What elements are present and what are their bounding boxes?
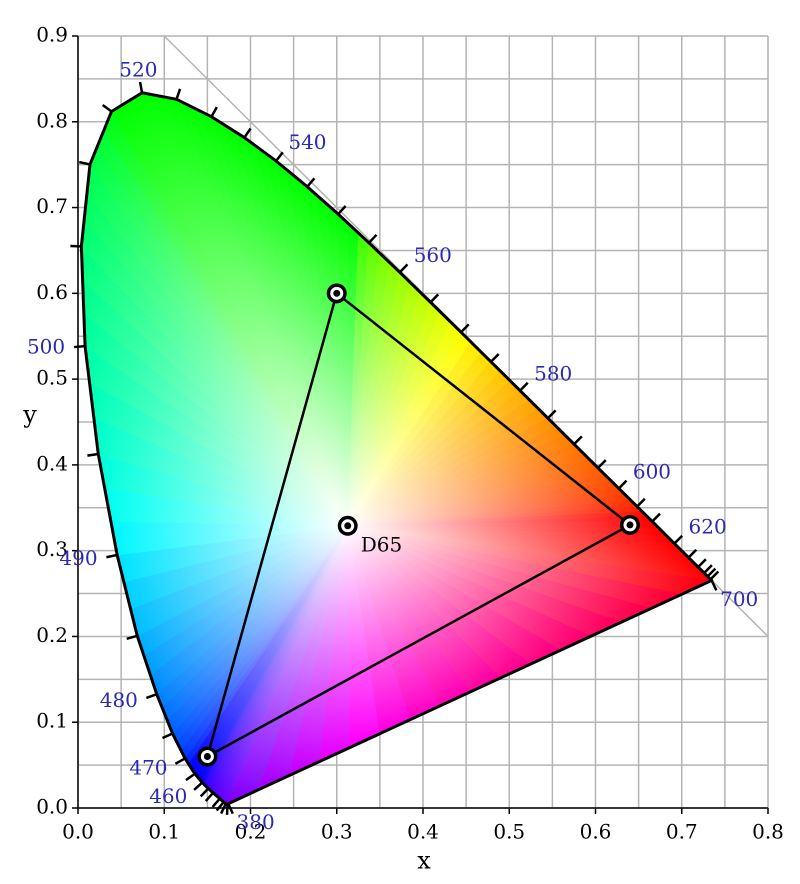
wavelength-tick	[429, 293, 440, 304]
marker-dot	[203, 753, 211, 761]
wavelength-tick	[204, 791, 215, 802]
wavelength-label: 620	[689, 514, 727, 538]
x-tick-label: 0.2	[235, 820, 267, 844]
wavelength-tick	[211, 797, 221, 808]
wavelength-label: 460	[149, 784, 187, 808]
y-tick-label: 0.4	[36, 451, 68, 475]
wavelength-tick	[547, 409, 557, 420]
wavelength-label: 500	[27, 334, 65, 358]
wavelength-tick	[651, 512, 661, 523]
wavelength-tick	[193, 781, 204, 791]
wavelength-label: 700	[720, 587, 758, 611]
wavelength-tick	[215, 801, 225, 812]
wavelength-tick	[519, 381, 529, 392]
wavelength-tick	[636, 497, 646, 508]
y-tick-label: 0.9	[36, 23, 68, 47]
wavelength-label: 480	[100, 688, 138, 712]
wavelength-tick	[174, 757, 186, 765]
wavelength-tick	[199, 787, 210, 798]
y-tick-label: 0.7	[36, 194, 68, 218]
wavelength-tick	[138, 81, 144, 94]
y-tick-label: 0.8	[36, 108, 68, 132]
wavelength-tick	[219, 803, 227, 815]
white-point-label: D65	[361, 532, 402, 556]
wavelength-tick	[490, 353, 500, 363]
wavelength-tick	[460, 323, 470, 334]
wavelength-tick	[145, 692, 158, 700]
wavelength-tick	[706, 567, 717, 578]
wavelength-tick	[337, 205, 347, 216]
y-tick-label: 0.0	[36, 795, 68, 819]
y-tick-label: 0.3	[36, 537, 68, 561]
wavelength-label: 380	[237, 810, 275, 834]
wavelength-tick	[175, 88, 182, 100]
gamut-triangle	[205, 291, 633, 760]
y-tick-label: 0.2	[36, 623, 68, 647]
wavelength-tick	[673, 534, 684, 545]
wavelength-tick	[687, 548, 698, 559]
wavelength-tick	[703, 564, 713, 574]
wavelength-tick	[597, 459, 607, 469]
wavelength-label: 540	[288, 130, 326, 154]
wavelength-tick	[617, 479, 628, 490]
wavelength-tick	[368, 233, 378, 244]
x-tick-label: 0.5	[493, 820, 525, 844]
wavelength-tick	[185, 772, 196, 782]
marker-dot	[344, 522, 352, 530]
wavelength-label: 520	[119, 58, 157, 82]
wavelength-tick	[101, 104, 113, 113]
y-tick-label: 0.5	[36, 366, 68, 390]
x-tick-label: 0.1	[148, 820, 180, 844]
x-tick-label: 0.8	[752, 820, 784, 844]
wavelength-tick	[106, 553, 118, 559]
wavelength-tick	[306, 177, 316, 188]
x-tick-label: 0.4	[407, 820, 439, 844]
wavelength-tick	[227, 803, 234, 815]
wavelength-label: 580	[534, 361, 572, 385]
wavelength-label: 490	[59, 546, 97, 570]
wavelength-tick	[709, 570, 720, 581]
marker-dot	[333, 289, 341, 297]
wavelength-tick	[573, 435, 583, 446]
x-axis-label: x	[417, 847, 431, 875]
wavelength-tick	[126, 634, 138, 641]
wavelength-label: 600	[633, 459, 671, 483]
wavelength-tick	[275, 151, 284, 162]
wavelength-tick	[710, 579, 718, 591]
wavelength-tick	[210, 106, 218, 118]
x-tick-label: 0.3	[321, 820, 353, 844]
wavelength-tick	[87, 452, 99, 457]
y-tick-label: 0.1	[36, 709, 68, 733]
wavelength-tick	[161, 732, 174, 740]
x-tick-label: 0.0	[62, 820, 94, 844]
wavelength-tick	[398, 263, 409, 274]
wavelength-tick	[243, 127, 252, 139]
wavelength-tick	[74, 344, 86, 349]
wavelength-label: 560	[414, 243, 452, 267]
wavelength-label: 470	[129, 756, 167, 780]
y-tick-label: 0.6	[36, 280, 68, 304]
x-tick-label: 0.7	[666, 820, 698, 844]
wavelength-tick	[697, 558, 707, 568]
y-axis-label: y	[22, 401, 37, 429]
x-tick-label: 0.6	[580, 820, 612, 844]
color-fill	[80, 92, 714, 805]
marker-dot	[626, 521, 634, 529]
spectral-locus	[79, 91, 714, 806]
wavelength-tick	[78, 160, 91, 166]
